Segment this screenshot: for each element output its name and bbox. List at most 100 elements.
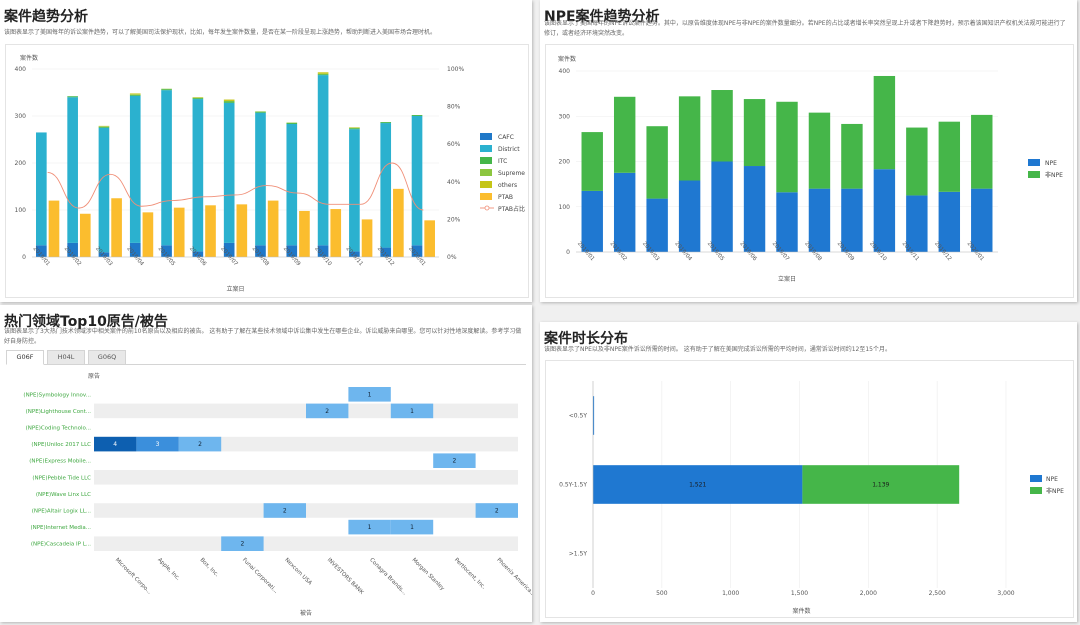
bar-npe [906,195,928,252]
bar-non-npe [711,90,733,162]
y-tick-label: 400 [15,66,27,73]
duration-chart: 0 500 1,000 1,500 2,000 2,500 3,000 <0.5Y 0.5Y-1… [559,381,1064,615]
y2-tick-label: 20% [447,216,461,223]
defendant-label: Morgan Stanley [411,557,446,592]
y-tick-label: 400 [559,68,571,75]
bar-ptab [79,213,91,257]
bar-non-npe [971,114,993,189]
bar-ptab [142,212,154,257]
bar-npe [873,169,896,252]
y-tick-label: 300 [559,113,571,120]
bar-cafc [317,245,329,257]
heat-row-bg [94,470,518,485]
heat-cell [263,503,306,518]
bar-district [223,102,235,243]
x-tick-label: 2,000 [860,590,877,597]
bar-itc [349,128,360,130]
bar-cafc [67,242,78,257]
bar-cafc [223,242,235,257]
bar-value-label: 1,139 [872,482,889,489]
heat-cell [390,403,434,419]
defendant-label: Apple, Inc. [156,557,181,582]
duration-panel: 案件时长分布 该图表显示了NPE以及非NPE案件诉讼所需的时间。 这有助于了解在… [540,322,1077,622]
bar-ptab [111,198,122,257]
legend-swatch-npe [1028,159,1040,166]
y-tick-label: >1.5Y [569,551,588,558]
bar-ptab [48,200,60,257]
plaintiff-label: (NPE)Pebble Tide LLC [32,475,91,481]
bar-npe [593,396,595,435]
defendant-label: Conagra Brands... [368,557,407,596]
bar-ptab [299,210,310,257]
x-tick-label: 0 [591,590,595,597]
bar-others [129,93,141,95]
bar-itc [129,94,141,96]
x-tick-label: 500 [656,590,668,597]
bar-itc [255,111,266,113]
bar-non-npe [873,75,896,170]
heat-cell [348,519,391,535]
top10-title: 热门领域Top10原告/被告 [4,314,168,330]
bar-ptab [205,205,216,257]
case-trend-panel: 案件趋势分析 该图表显示了美国每年的诉讼案件趋势，可以了解美国司法保护现状，比如… [0,0,532,302]
tab-g06q[interactable]: G06Q [88,350,126,365]
y-tick-label: 200 [15,160,27,167]
x-axis-title: 案件数 [792,607,810,615]
y2-tick-label: 40% [447,179,461,186]
bar-itc [192,98,204,100]
legend-label: CAFC [498,134,514,141]
bar-non-npe [743,99,766,167]
y2-tick-label: 60% [447,141,461,148]
bar-ptab [361,219,373,257]
plaintiff-label: (NPE)Cascadeia IP L... [31,542,91,548]
y-tick-label: 300 [15,113,27,120]
plaintiff-label: (NPE)Wave Linx LLC [36,492,91,498]
top10-heatmap: 原告 (NPE)Symbology Innov... (NPE)Lighthouse… [23,372,532,617]
y-axis-title: 案件数 [20,54,38,62]
bar-itc [411,115,423,116]
bar-others [317,72,329,74]
heat-cell-value: 4 [113,441,117,448]
x-tick-label: 2,500 [929,590,946,597]
legend-label: ITC [498,158,507,165]
legend-label: District [498,146,520,153]
bar-non-npe [613,96,636,173]
bar-cafc [380,247,392,257]
y-axis-title: 原告 [88,372,100,380]
heat-cell-value: 2 [452,458,456,465]
heat-cell-value: 1 [410,408,414,415]
defendant-label: Pertlocent, Inc. [453,557,487,591]
y2-tick-label: 80% [447,104,461,111]
tab-h04l[interactable]: H04L [47,350,85,365]
heat-cell-value: 1 [410,524,414,531]
x-axis-title: 被告 [300,609,312,617]
bar-npe [678,180,701,252]
bar-non-npe [906,127,928,196]
legend-swatch-cafc [480,133,492,140]
bar-ptab [236,204,248,257]
bar-non-npe [646,126,668,199]
plaintiff-label: (NPE)Internet Media... [30,525,91,531]
duration-chart-frame: 0 500 1,000 1,500 2,000 2,500 3,000 <0.5Y 0.5Y-1… [545,360,1074,618]
legend-label: others [498,182,517,189]
npe-trend-title: NPE案件趋势分析 [544,9,660,25]
bar-cafc [36,245,47,257]
bar-district [161,90,172,246]
legend-swatch-others [480,181,492,188]
heat-cell [306,403,349,419]
plaintiff-label: (NPE)Altair Logix LL... [32,509,92,515]
heat-cell-value: 2 [240,541,244,548]
bar-cafc [129,242,141,257]
plaintiff-label: (NPE)Express Mobile... [29,459,91,465]
bar-ptab [173,207,185,257]
bar-cafc [192,251,204,257]
bar-district [67,97,78,243]
npe-trend-description: 该图表显示了美国每年的NPE诉讼案件趋势。其中，以原告维度体现NPE与非NPE的… [544,20,1066,37]
bar-npe [776,192,798,252]
legend-label: PTAB [498,194,513,201]
tab-g06f[interactable]: G06F [6,350,44,365]
heat-cell [390,519,434,535]
heat-cell-value: 2 [283,508,287,515]
y2-tick-label: 100% [447,66,464,73]
top10-description: 该图表显示了3大热门技术领域涉中相关案件的前10名原告以及相应的被告。 这有助于… [4,328,522,345]
